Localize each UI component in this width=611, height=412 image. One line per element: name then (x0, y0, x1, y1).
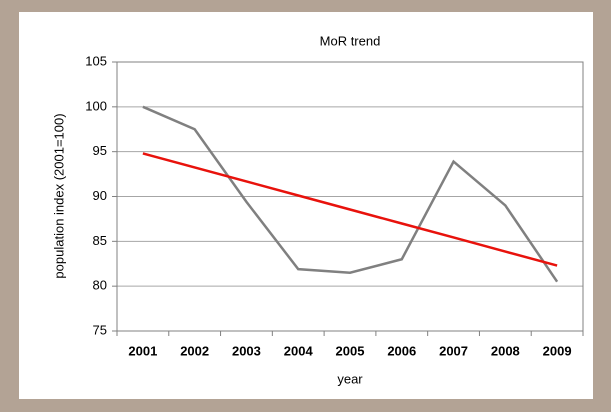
x-tick-label: 2004 (284, 343, 314, 358)
chart-area (19, 12, 593, 399)
x-tick-label: 2008 (491, 343, 520, 358)
series-line (142, 105, 559, 283)
y-tick-label: 80 (93, 278, 107, 293)
chart-title: MoR trend (320, 33, 381, 48)
x-tick-label: 2002 (180, 343, 209, 358)
y-tick-label: 90 (93, 188, 107, 203)
plot-border (116, 61, 584, 332)
x-tick-label: 2005 (336, 343, 365, 358)
y-tick-label: 105 (85, 53, 107, 68)
x-tick-label: 2007 (439, 343, 468, 358)
x-axis-label: year (337, 371, 363, 386)
y-tick-label: 85 (93, 233, 107, 248)
y-axis-label: population index (2001=100) (51, 113, 66, 278)
y-tick-label: 75 (93, 322, 107, 337)
x-tick-label: 2006 (387, 343, 416, 358)
series-line (142, 152, 558, 267)
x-tick-label: 2001 (128, 343, 157, 358)
x-tick-label: 2009 (543, 343, 572, 358)
y-tick-label: 100 (85, 98, 107, 113)
y-tick-label: 95 (93, 143, 107, 158)
x-tick-label: 2003 (232, 343, 261, 358)
